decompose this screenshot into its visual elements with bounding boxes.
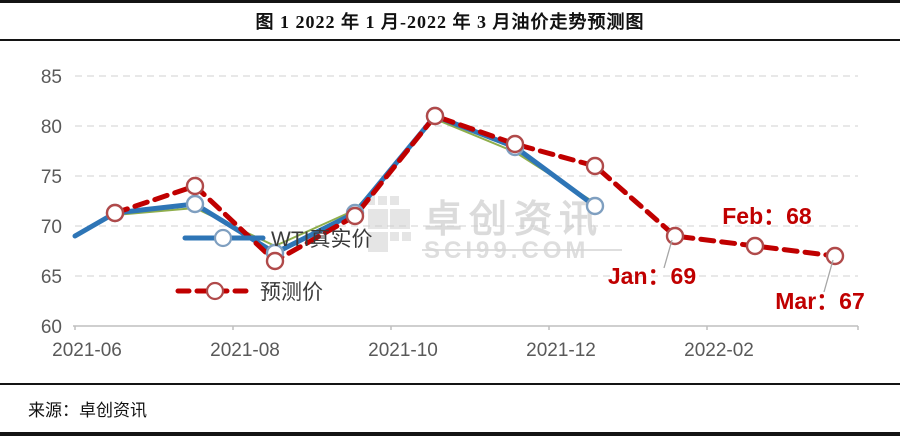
y-tick-label: 60 — [41, 317, 62, 338]
legend-label: 预测价 — [260, 281, 323, 304]
annotation-leader — [823, 259, 834, 293]
watermark-logo — [368, 232, 388, 252]
marker-预测价 — [185, 176, 205, 196]
marker-预测价 — [825, 246, 845, 266]
series-line-预测价 — [112, 113, 838, 264]
y-tick-label: 80 — [41, 117, 62, 138]
marker-预测价 — [665, 226, 685, 246]
watermark-logo — [390, 196, 399, 205]
legend-marker — [213, 228, 233, 248]
figure-header: 图 1 2022 年 1 月-2022 年 3 月油价走势预测图 — [0, 0, 900, 41]
marker-WTI真实价 — [185, 194, 205, 214]
x-tick-label: 2021-10 — [368, 340, 438, 361]
marker-预测价 — [105, 203, 125, 223]
source-text: 来源：卓创资讯 — [28, 401, 147, 420]
watermark-text: 卓创资讯 — [424, 199, 604, 241]
y-tick-label: 70 — [41, 217, 62, 238]
y-tick-label: 65 — [41, 267, 62, 288]
watermark-logo — [390, 209, 410, 229]
chart-area: 2021-06 2021-08 2021-10 2021-12 2022-02 60 65 7… — [0, 46, 900, 383]
marker-预测价 — [585, 156, 605, 176]
y-tick-label: 75 — [41, 167, 62, 188]
watermark-logo — [390, 232, 399, 241]
legend-marker — [205, 281, 225, 301]
x-tick-label: 2021-06 — [52, 340, 122, 361]
watermark-logo — [368, 209, 388, 229]
legend-label: WTI真实价 — [271, 228, 372, 251]
oil-price-chart: 2021-06 2021-08 2021-10 2021-12 2022-02 60 65 7… — [41, 67, 865, 361]
annotation-2022-01: Jan：69 — [608, 263, 696, 289]
watermark-logo — [366, 196, 375, 205]
x-tick-label: 2021-08 — [210, 340, 280, 361]
watermark-logo — [402, 232, 411, 241]
figure-footer: 来源：卓创资讯 — [0, 383, 900, 436]
annotation-2022-02: Feb：68 — [722, 203, 812, 229]
annotation-leader — [663, 239, 673, 269]
marker-WTI真实价 — [585, 196, 605, 216]
marker-预测价 — [265, 251, 285, 271]
marker-预测价 — [345, 206, 365, 226]
marker-预测价 — [505, 134, 525, 154]
x-tick-label: 2022-02 — [684, 340, 754, 361]
figure-title: 图 1 2022 年 1 月-2022 年 3 月油价走势预测图 — [255, 12, 645, 32]
watermark-logo — [378, 196, 387, 205]
annotation-2022-03: Mar：67 — [775, 288, 864, 314]
marker-预测价 — [745, 236, 765, 256]
x-tick-label: 2021-12 — [526, 340, 596, 361]
y-tick-label: 85 — [41, 67, 62, 88]
marker-预测价 — [425, 106, 445, 126]
